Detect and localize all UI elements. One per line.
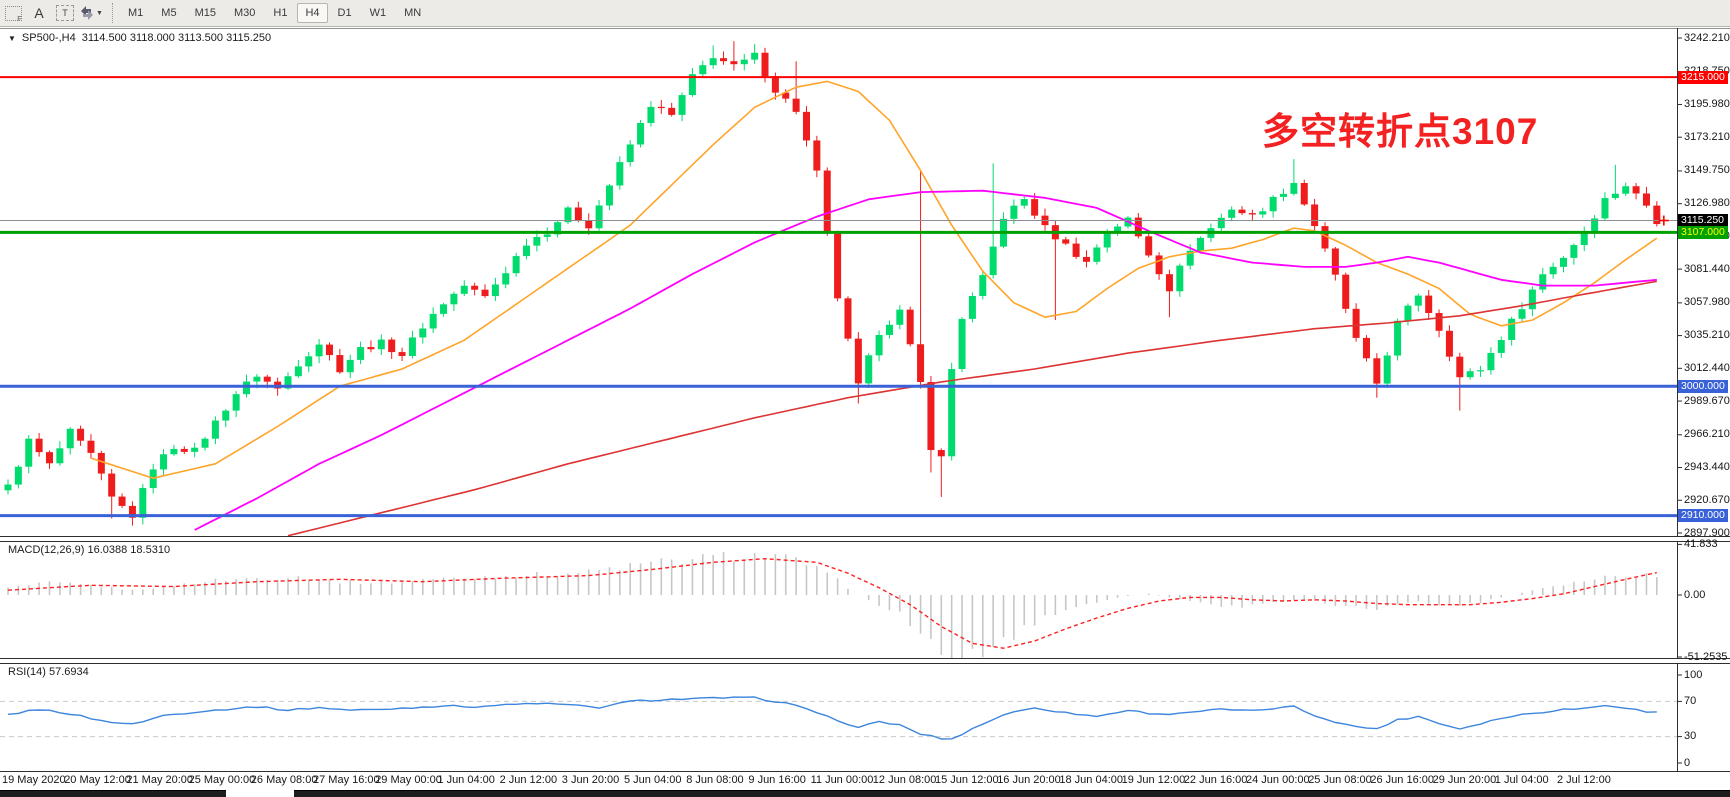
- price-line-label: 3215.000: [1678, 70, 1728, 84]
- time-axis-label: 15 Jun 12:00: [935, 774, 999, 786]
- time-axis-label: 21 May 20:00: [126, 774, 194, 786]
- drawing-tools-group: A T ▼: [0, 0, 104, 26]
- rsi-header: RSI(14) 57.6934: [8, 666, 89, 678]
- text-box-tool-button[interactable]: T: [52, 2, 78, 24]
- rsi-axis-tick: 70: [1684, 694, 1697, 707]
- price-line-label: 2910.000: [1678, 509, 1728, 523]
- rsi-axis-tick: 0: [1684, 756, 1691, 769]
- price-axis-tick: 3081.440: [1684, 262, 1730, 275]
- macd-axis-tick: -51.2535: [1684, 650, 1728, 663]
- time-axis-label: 1 Jul 04:00: [1494, 774, 1549, 786]
- chevron-down-icon: ▼: [96, 9, 103, 17]
- toolbar-separator: [112, 3, 113, 23]
- time-axis-label: 19 Jun 12:00: [1121, 774, 1186, 786]
- time-axis-label: 29 Jun 20:00: [1432, 774, 1497, 786]
- price-axis-tick: 3057.980: [1684, 296, 1730, 309]
- time-axis-label: 26 Jun 16:00: [1370, 774, 1435, 786]
- time-axis-label: 9 Jun 16:00: [748, 774, 806, 786]
- time-axis-label: 20 May 12:00: [64, 774, 131, 786]
- text-label-tool-button[interactable]: A: [26, 2, 52, 24]
- price-axis-tick: 3035.210: [1684, 329, 1730, 342]
- price-chart-svg[interactable]: [0, 28, 1730, 537]
- price-axis-tick: 3149.750: [1684, 164, 1730, 177]
- time-axis-label: 2 Jul 12:00: [1557, 774, 1611, 786]
- price-line-label: 3107.000: [1678, 225, 1728, 239]
- timeframe-button-d1[interactable]: D1: [337, 7, 352, 19]
- taskbar-segment: [0, 790, 226, 797]
- price-axis-tick: 2989.670: [1684, 394, 1730, 407]
- chart-window[interactable]: ▼ SP500-,H4 3114.500 3118.000 3113.500 3…: [0, 28, 1730, 797]
- taskbar-edge: [0, 790, 1730, 797]
- time-axis-label: 25 Jun 08:00: [1308, 774, 1372, 786]
- text-box-icon: T: [56, 5, 74, 21]
- fibonacci-tool-button[interactable]: [0, 2, 26, 24]
- chart-title-bar: ▼ SP500-,H4 3114.500 3118.000 3113.500 3…: [8, 32, 271, 44]
- price-axis-tick: 2966.210: [1684, 428, 1730, 441]
- time-axis-label: 24 Jun 00:00: [1246, 774, 1310, 786]
- top-toolbar: A T ▼ M1 M5 M15 M30 H1 H4 D1 W1 MN: [0, 0, 1730, 27]
- time-axis-label: 1 Jun 04:00: [437, 774, 495, 786]
- price-axis-tick: 2943.440: [1684, 461, 1730, 474]
- rsi-axis-tick: 100: [1684, 668, 1703, 681]
- timeframe-button-m1[interactable]: M1: [128, 7, 144, 19]
- price-axis-tick: 3242.210: [1684, 31, 1730, 44]
- timeframe-button-m15[interactable]: M15: [194, 7, 216, 19]
- price-axis-tick: 3126.980: [1684, 197, 1730, 210]
- rsi-axis-tick: 30: [1684, 730, 1697, 743]
- time-axis-label: 5 Jun 04:00: [624, 774, 682, 786]
- price-axis-tick: 3173.210: [1684, 130, 1730, 143]
- chart-annotation-text[interactable]: 多空转折点3107: [1262, 111, 1539, 152]
- fibonacci-icon: [4, 5, 22, 23]
- chart-symbol-timeframe: SP500-,H4: [21, 32, 76, 44]
- chart-menu-arrow-icon[interactable]: ▼: [8, 33, 16, 43]
- time-axis-label: 16 Jun 20:00: [997, 774, 1061, 786]
- text-label-icon: A: [34, 5, 44, 21]
- price-axis-tick: 3012.440: [1684, 361, 1730, 374]
- macd-axis-tick: 0.00: [1684, 588, 1706, 601]
- arrows-icon: [81, 6, 94, 20]
- macd-panel-svg[interactable]: [0, 541, 1730, 659]
- chart-ohlc-values: 3114.500 3118.000 3113.500 3115.250: [81, 32, 272, 44]
- timeframe-button-w1[interactable]: W1: [369, 7, 387, 19]
- price-line-label: 3000.000: [1678, 379, 1728, 393]
- time-axis-label: 11 Jun 00:00: [810, 774, 874, 786]
- price-line-label: 3115.250: [1678, 214, 1728, 228]
- rsi-value: 57.6934: [48, 666, 89, 678]
- macd-values: 16.0388 18.5310: [87, 544, 171, 556]
- rsi-panel-svg[interactable]: [0, 663, 1730, 772]
- price-axis-tick: 2920.670: [1684, 493, 1730, 506]
- time-axis-label: 19 May 2020: [2, 774, 66, 786]
- arrows-tool-button[interactable]: ▼: [78, 2, 104, 24]
- macd-header: MACD(12,26,9) 16.0388 18.5310: [8, 544, 170, 556]
- time-axis-label: 12 Jun 08:00: [872, 774, 937, 786]
- time-axis-label: 25 May 00:00: [188, 774, 256, 786]
- timeframe-buttons: M1 M5 M15 M30 H1 H4 D1 W1 MN: [119, 0, 430, 26]
- macd-label: MACD(12,26,9): [8, 544, 85, 556]
- time-axis-label: 26 May 08:00: [250, 774, 318, 786]
- time-axis-label: 22 Jun 16:00: [1183, 774, 1248, 786]
- time-axis-label: 8 Jun 08:00: [686, 774, 744, 786]
- macd-axis-tick: 41.833: [1684, 537, 1718, 550]
- timeframe-button-h4[interactable]: H4: [297, 3, 328, 23]
- taskbar-segment: [294, 790, 1730, 797]
- timeframe-button-h1[interactable]: H1: [273, 7, 288, 19]
- rsi-label: RSI(14): [8, 666, 46, 678]
- time-axis-label: 29 May 00:00: [375, 774, 442, 786]
- price-axis-tick: 3195.980: [1684, 97, 1730, 110]
- time-axis-label: 2 Jun 12:00: [499, 774, 558, 786]
- price-axis-tick: 2897.900: [1684, 526, 1730, 539]
- timeframe-button-mn[interactable]: MN: [404, 7, 422, 19]
- timeframe-button-m30[interactable]: M30: [233, 7, 256, 19]
- timeframe-button-m5[interactable]: M5: [161, 7, 177, 19]
- time-axis-label: 18 Jun 04:00: [1059, 774, 1124, 786]
- time-axis-label: 27 May 16:00: [313, 774, 380, 786]
- time-axis-label: 3 Jun 20:00: [561, 774, 620, 786]
